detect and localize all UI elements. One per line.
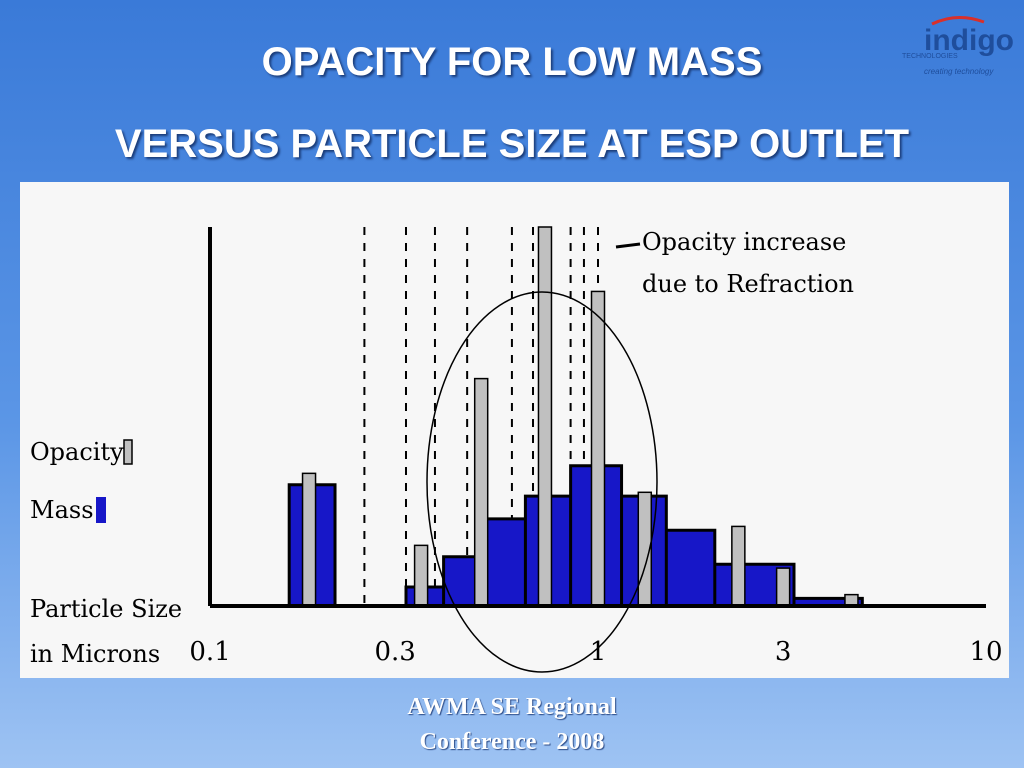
logo-sub: TECHNOLOGIES [902,53,958,60]
mass-bar-3 [481,518,526,606]
x-tick-label-4: 10 [969,637,1002,667]
slide-title-line-2: VERSUS PARTICLE SIZE AT ESP OUTLET [114,122,910,166]
logo-arc [931,16,985,26]
slide-footer: AWMA SE Regional Conference - 2008 [352,690,672,760]
opacity-bar-4 [590,290,606,607]
opacity-bar-1 [413,544,429,607]
annotation-line-1: Opacity increase [642,228,846,256]
legend-swatch-opacity [123,439,133,465]
x-tick-label-1: 0.3 [374,637,415,667]
footer-line-1: AWMA SE Regional [407,694,617,720]
annotation-line-2: due to Refraction [642,270,854,298]
x-tick-labels: 0.1 0.3 1 3 10 [189,637,1002,667]
x-axis-label-line-1: Particle Size [30,595,182,623]
opacity-bar-7 [775,567,791,607]
indigo-logo: indigo TECHNOLOGIES creating technology [902,16,1014,76]
logo-name: indigo [924,24,1014,57]
slide-title-line-1: OPACITY FOR LOW MASS [261,40,763,84]
mass-bar-9 [793,598,863,606]
logo-tagline: creating technology [924,67,994,76]
footer-line-2: Conference - 2008 [419,729,605,755]
opacity-mass-chart: 0.1 0.3 1 3 10 Opacity increase due to Refra… [30,226,1003,673]
opacity-bar-3 [537,226,553,607]
x-tick-label-0: 0.1 [189,637,230,667]
opacity-bar-2 [473,377,489,607]
mass-bar-7 [666,530,715,606]
legend-label-mass: Mass [30,496,94,524]
legend-swatch-mass [96,497,106,523]
opacity-bar-6 [731,525,746,607]
annotation-pointer [615,242,641,249]
x-axis-label-line-2: in Microns [30,640,160,668]
legend-label-opacity: Opacity [30,438,124,466]
refraction-ellipse [426,291,658,673]
chart-panel: 0.1 0.3 1 3 10 Opacity increase due to Refra… [20,182,1009,678]
opacity-bar-0 [301,472,317,607]
x-tick-label-3: 3 [775,637,792,667]
